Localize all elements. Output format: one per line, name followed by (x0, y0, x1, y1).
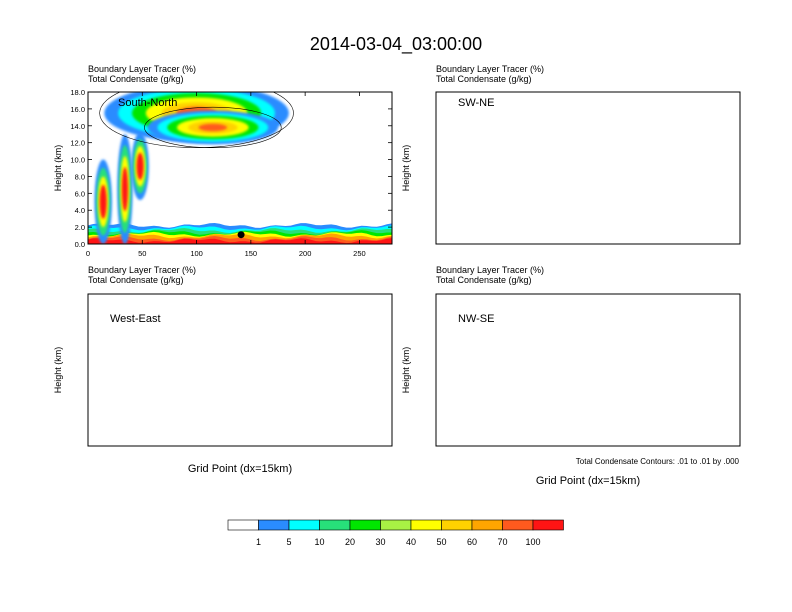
panel-subtitle-tracer: Boundary Layer Tracer (%) (436, 265, 544, 275)
y-tick-label: 14.0 (70, 122, 85, 131)
y-axis-label: Height (km) (53, 145, 63, 192)
colorbar-swatch (380, 519, 412, 531)
figure-title: 2014-03-04_03:00:00 (310, 34, 482, 55)
x-axis-label: Grid Point (dx=15km) (188, 463, 292, 475)
y-tick-label: 4.0 (75, 206, 85, 215)
panel-subtitle-tracer: Boundary Layer Tracer (%) (436, 64, 544, 74)
y-ticks: 0.0 2.0 4.0 6.0 8.0 10.0 12.0 14.0 16.0 18.0 (70, 88, 392, 249)
colorbar-label: 1 (256, 537, 261, 547)
y-tick-label: 12.0 (70, 139, 85, 148)
panel-west-east: Boundary Layer Tracer (%) Total Condensa… (53, 265, 393, 475)
colorbar-swatch (258, 519, 290, 531)
colorbar-label: 100 (525, 537, 540, 547)
plot-frame (435, 91, 741, 245)
y-axis-label: Height (km) (401, 145, 411, 192)
panel-label: South-North (118, 97, 177, 109)
panel-south-north: Boundary Layer Tracer (%) Total Condensa… (53, 64, 393, 258)
x-tick-label: 0 (86, 249, 90, 258)
y-tick-label: 8.0 (75, 172, 85, 181)
panel-label: NW-SE (458, 313, 494, 325)
colorbar-swatch (349, 519, 381, 531)
colorbar-swatch (441, 519, 473, 531)
plot-frame (87, 293, 393, 447)
colorbar-label: 5 (286, 537, 291, 547)
plot-frame (435, 293, 741, 447)
panel-subtitle-tracer: Boundary Layer Tracer (%) (88, 265, 196, 275)
panel-subtitle-condensate: Total Condensate (g/kg) (436, 275, 532, 285)
panel-nw-se: Boundary Layer Tracer (%) Total Condensa… (401, 265, 741, 487)
field-layer (88, 92, 392, 244)
colorbar-swatch (471, 519, 503, 531)
condensate-contour (144, 106, 282, 149)
anvil-cloud (198, 123, 228, 132)
colorbar: 1 5 10 20 30 40 50 60 70 100 (227, 519, 564, 547)
convective-tower (121, 167, 128, 212)
colorbar-label: 60 (467, 537, 477, 547)
x-tick-label: 50 (138, 249, 146, 258)
panel-subtitle-condensate: Total Condensate (g/kg) (436, 74, 532, 84)
convective-tower (99, 184, 107, 219)
y-tick-label: 0.0 (75, 240, 85, 249)
colorbar-label: 30 (375, 537, 385, 547)
x-tick-label: 150 (245, 249, 258, 258)
x-tick-label: 200 (299, 249, 312, 258)
colorbar-label: 10 (314, 537, 324, 547)
colorbar-swatch (227, 519, 259, 531)
panel-subtitle-condensate: Total Condensate (g/kg) (88, 275, 184, 285)
panel-label: SW-NE (458, 97, 494, 109)
panel-label: West-East (110, 313, 161, 325)
location-marker (237, 231, 245, 239)
y-tick-label: 2.0 (75, 223, 85, 232)
colorbar-swatch (319, 519, 351, 531)
y-tick-label: 10.0 (70, 156, 85, 165)
y-tick-label: 16.0 (70, 105, 85, 114)
colorbar-swatch (410, 519, 442, 531)
x-tick-label: 250 (353, 249, 366, 258)
colorbar-label: 40 (406, 537, 416, 547)
y-axis-label: Height (km) (53, 347, 63, 394)
y-tick-label: 6.0 (75, 189, 85, 198)
colorbar-swatch (502, 519, 534, 531)
panel-subtitle-tracer: Boundary Layer Tracer (%) (88, 64, 196, 74)
x-tick-label: 100 (190, 249, 203, 258)
colorbar-swatch (288, 519, 320, 531)
x-axis-label: Grid Point (dx=15km) (536, 475, 640, 487)
convective-tower (136, 152, 144, 180)
colorbar-label: 50 (436, 537, 446, 547)
y-axis-label: Height (km) (401, 347, 411, 394)
panel-sw-ne: Boundary Layer Tracer (%) Total Condensa… (401, 64, 741, 245)
plot-frame (87, 91, 393, 245)
condensate-contour (99, 92, 294, 148)
colorbar-swatch (532, 519, 564, 531)
contour-note: Total Condensate Contours: .01 to .01 by… (576, 457, 740, 466)
panel-subtitle-condensate: Total Condensate (g/kg) (88, 74, 184, 84)
boundary-layer-band (88, 238, 392, 244)
x-ticks: 0 50 100 150 200 250 (86, 92, 366, 258)
y-tick-label: 18.0 (70, 88, 85, 97)
colorbar-label: 20 (345, 537, 355, 547)
colorbar-label: 70 (497, 537, 507, 547)
